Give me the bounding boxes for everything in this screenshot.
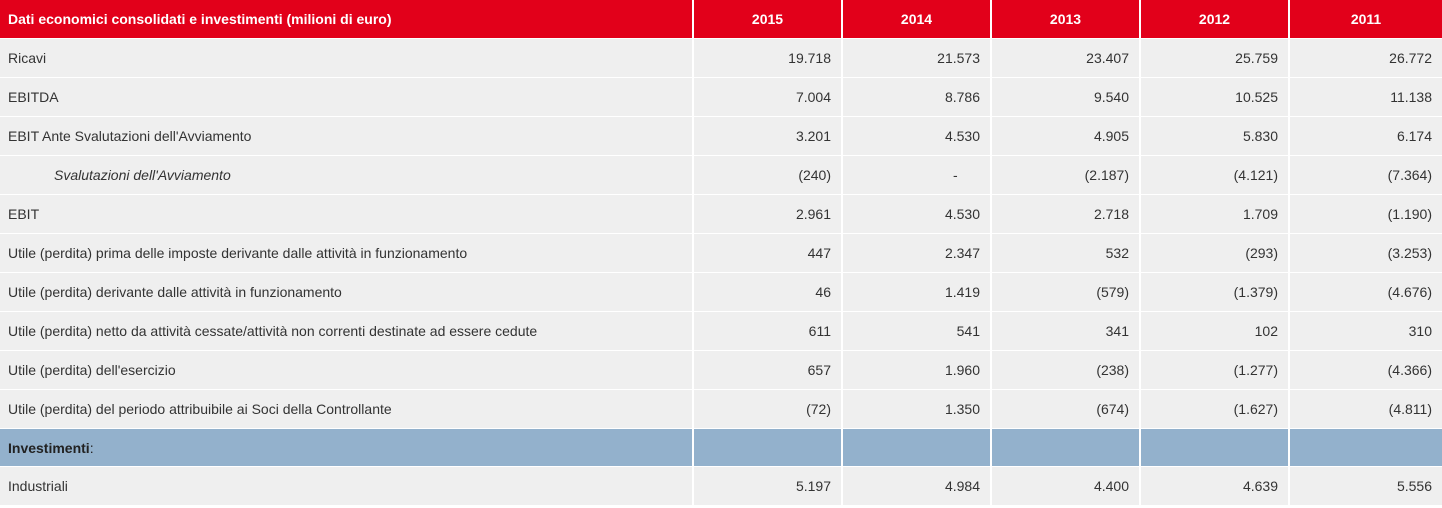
cell-value: (1.379) [1141, 273, 1290, 312]
table-title: Dati economici consolidati e investiment… [0, 0, 694, 39]
table-row: Utile (perdita) del periodo attribuibile… [0, 390, 1442, 429]
row-label: Utile (perdita) del periodo attribuibile… [0, 390, 694, 429]
section-suffix: : [89, 439, 94, 456]
year-2014-header: 2014 [843, 0, 992, 39]
cell-value: (293) [1141, 234, 1290, 273]
cell-value: (1.627) [1141, 390, 1290, 429]
cell-value: 6.174 [1290, 117, 1442, 156]
cell-value: 5.197 [694, 467, 843, 506]
table-row: Ricavi 19.718 21.573 23.407 25.759 26.77… [0, 39, 1442, 78]
cell-value: 4.905 [992, 117, 1141, 156]
cell-value: (4.676) [1290, 273, 1442, 312]
cell-value: 310 [1290, 312, 1442, 351]
cell-value: 4.530 [843, 195, 992, 234]
row-label: EBITDA [0, 78, 694, 117]
cell-value: 5.830 [1141, 117, 1290, 156]
section-title: Investimenti [8, 439, 90, 456]
cell-value: 2.718 [992, 195, 1141, 234]
cell-value: (2.187) [992, 156, 1141, 195]
cell-value: 19.718 [694, 39, 843, 78]
year-2012-header: 2012 [1141, 0, 1290, 39]
cell-value: 3.201 [694, 117, 843, 156]
cell-value: 102 [1141, 312, 1290, 351]
cell-value: 1.419 [843, 273, 992, 312]
cell-value: (4.121) [1141, 156, 1290, 195]
section-empty-cell [694, 429, 843, 467]
cell-value: (3.253) [1290, 234, 1442, 273]
row-label: Utile (perdita) derivante dalle attività… [0, 273, 694, 312]
section-empty-cell [843, 429, 992, 467]
cell-value: 4.400 [992, 467, 1141, 506]
row-label: Utile (perdita) dell'esercizio [0, 351, 694, 390]
table-row: Utile (perdita) dell'esercizio 657 1.960… [0, 351, 1442, 390]
table-row: Svalutazioni dell'Avviamento (240) - (2.… [0, 156, 1442, 195]
cell-value: 4.639 [1141, 467, 1290, 506]
cell-value: 8.786 [843, 78, 992, 117]
year-2011-header: 2011 [1290, 0, 1442, 39]
cell-value: 25.759 [1141, 39, 1290, 78]
cell-value: (72) [694, 390, 843, 429]
section-label: Investimenti: [0, 429, 694, 467]
cell-value: 1.709 [1141, 195, 1290, 234]
cell-value: (1.277) [1141, 351, 1290, 390]
cell-value: (674) [992, 390, 1141, 429]
section-empty-cell [1290, 429, 1442, 467]
cell-value: 1.350 [843, 390, 992, 429]
cell-value: 4.984 [843, 467, 992, 506]
cell-value: 7.004 [694, 78, 843, 117]
header-row: Dati economici consolidati e investiment… [0, 0, 1442, 39]
row-label: EBIT Ante Svalutazioni dell'Avviamento [0, 117, 694, 156]
cell-value: 657 [694, 351, 843, 390]
row-label: Svalutazioni dell'Avviamento [0, 156, 694, 195]
row-label: EBIT [0, 195, 694, 234]
cell-value: (579) [992, 273, 1141, 312]
cell-value: 9.540 [992, 78, 1141, 117]
cell-value: 611 [694, 312, 843, 351]
table-row: Utile (perdita) netto da attività cessat… [0, 312, 1442, 351]
year-2013-header: 2013 [992, 0, 1141, 39]
cell-value: 447 [694, 234, 843, 273]
cell-value: 11.138 [1290, 78, 1442, 117]
row-label: Industriali [0, 467, 694, 506]
cell-value: (1.190) [1290, 195, 1442, 234]
cell-value: 2.961 [694, 195, 843, 234]
cell-value: 532 [992, 234, 1141, 273]
table-row: Industriali 5.197 4.984 4.400 4.639 5.55… [0, 467, 1442, 506]
cell-value: (7.364) [1290, 156, 1442, 195]
cell-value: 1.960 [843, 351, 992, 390]
cell-value: 10.525 [1141, 78, 1290, 117]
row-label: Ricavi [0, 39, 694, 78]
section-empty-cell [1141, 429, 1290, 467]
cell-value: 541 [843, 312, 992, 351]
section-empty-cell [992, 429, 1141, 467]
cell-value: (238) [992, 351, 1141, 390]
cell-value: 2.347 [843, 234, 992, 273]
year-2015-header: 2015 [694, 0, 843, 39]
cell-value: (4.366) [1290, 351, 1442, 390]
section-header-row: Investimenti: [0, 429, 1442, 467]
cell-value: 341 [992, 312, 1141, 351]
cell-value: (4.811) [1290, 390, 1442, 429]
table-row: EBITDA 7.004 8.786 9.540 10.525 11.138 [0, 78, 1442, 117]
cell-value: 4.530 [843, 117, 992, 156]
cell-value: - [843, 156, 992, 195]
row-label: Utile (perdita) prima delle imposte deri… [0, 234, 694, 273]
cell-value: 21.573 [843, 39, 992, 78]
table-row: Utile (perdita) prima delle imposte deri… [0, 234, 1442, 273]
table-row: EBIT 2.961 4.530 2.718 1.709 (1.190) [0, 195, 1442, 234]
row-label: Utile (perdita) netto da attività cessat… [0, 312, 694, 351]
cell-value: 23.407 [992, 39, 1141, 78]
cell-value: 5.556 [1290, 467, 1442, 506]
cell-value: 46 [694, 273, 843, 312]
cell-value: 26.772 [1290, 39, 1442, 78]
table-row: Utile (perdita) derivante dalle attività… [0, 273, 1442, 312]
table-row: EBIT Ante Svalutazioni dell'Avviamento 3… [0, 117, 1442, 156]
cell-value: (240) [694, 156, 843, 195]
